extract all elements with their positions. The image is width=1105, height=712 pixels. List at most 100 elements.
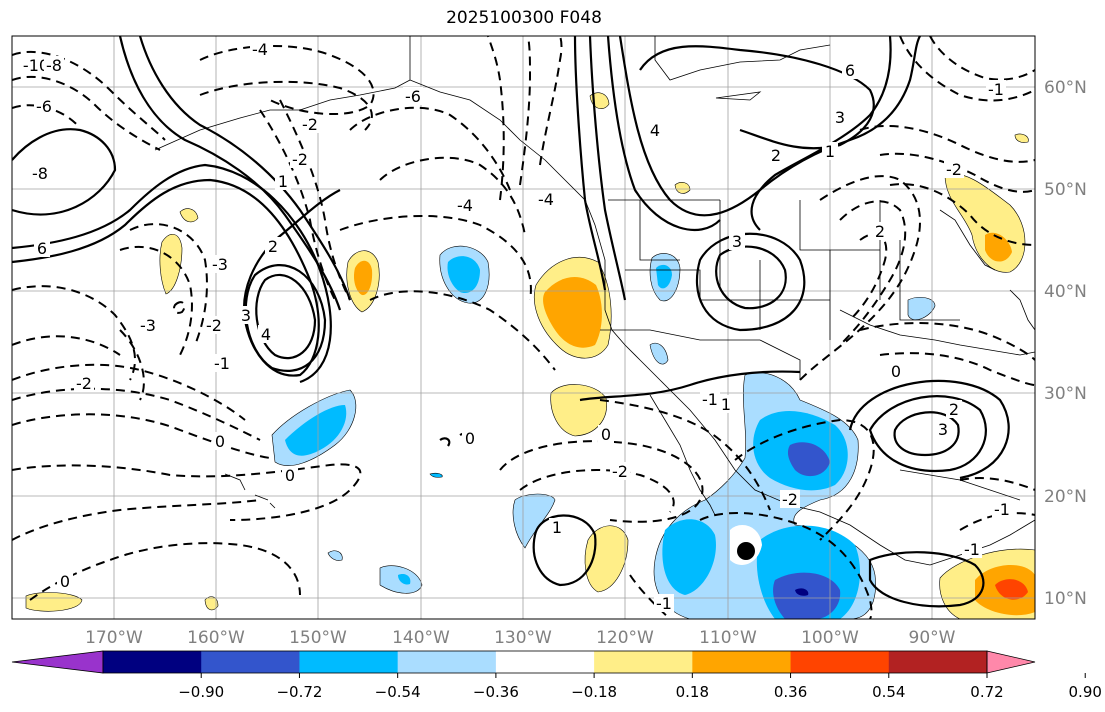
contour-label-dashed-7: -3 <box>140 316 156 335</box>
colorbar-segments <box>11 650 1036 674</box>
lon-label-130w: 130°W <box>494 628 552 648</box>
cold-anomaly-small-3 <box>327 550 343 561</box>
contour-solid-3 <box>255 273 317 360</box>
contour-label-solid-2: 3 <box>835 108 845 127</box>
contour-label-solid-0: 6 <box>845 61 855 80</box>
coast-canada-north <box>654 36 831 81</box>
contour-label-dashed-11: -2 <box>76 374 92 393</box>
cold-anomaly-hawaii-core <box>285 405 347 456</box>
contour-label-solid-5: 3 <box>732 232 742 251</box>
contour-label-solid-3: 2 <box>771 146 781 165</box>
shaded-fields <box>25 92 1035 619</box>
warm-anomaly-small-2 <box>204 596 219 611</box>
colorbar-segment <box>299 651 399 673</box>
lat-label-10n: 10°N <box>1044 589 1087 609</box>
map-frame <box>11 35 1036 620</box>
colorbar-segment <box>201 651 300 673</box>
contour-dashed-35 <box>879 352 1035 386</box>
lat-label-20n: 20°N <box>1044 487 1087 507</box>
warm-anomaly-westpac <box>159 234 183 295</box>
contour-dashed-25 <box>487 36 505 201</box>
cold-anomaly-mexico-peak <box>787 442 830 477</box>
contour-solid-4 <box>244 264 327 372</box>
colorbar-segment <box>888 651 988 673</box>
contour-dashed-5 <box>199 80 373 131</box>
contour-label-solid-13: 1 <box>552 518 562 537</box>
contour-dashed-17 <box>12 285 136 381</box>
contour-dashed-9 <box>379 156 526 236</box>
contour-dashed-43 <box>959 512 1035 531</box>
coast-baja <box>649 394 716 516</box>
contour-solid-7 <box>138 36 352 301</box>
contour-solid-10 <box>715 245 787 310</box>
contour-dashed-37 <box>519 469 675 513</box>
lon-label-90w: 90°W <box>909 628 956 648</box>
contour-dashed-21 <box>12 499 261 541</box>
contour-solid-17 <box>848 379 1010 480</box>
contour-dashed-2 <box>12 75 161 151</box>
contour-label-dashed-15: -1 <box>702 390 718 409</box>
contour-label-dashed-0: -10 <box>23 56 49 75</box>
colorbar-tick-label: 0.90 <box>1069 683 1102 701</box>
colorbar-tick-label: 0.36 <box>774 683 807 701</box>
contour-solid-12 <box>618 36 921 217</box>
contour-label-group: 6 4 3 2 1 3 2 1 3 4 6 3 2 1 2 1 0 -10 -8… <box>23 40 1012 613</box>
contour-dashed-41 <box>629 574 671 619</box>
contour-dashed-38 <box>599 399 771 511</box>
contour-label-dashed-12: -3 <box>212 255 228 274</box>
coast-northamerica-pacific <box>409 36 1035 566</box>
cold-anomaly-small-4 <box>429 472 443 478</box>
contour-label-dashed-22: -2 <box>946 160 962 179</box>
contour-dashed-24 <box>519 36 532 186</box>
colorbar-tick-labels: −0.90 −0.72 −0.54 −0.36 −0.18 0.18 0.36 0.54 0.7… <box>178 673 1102 701</box>
coast-alaska-south <box>299 79 411 111</box>
contour-label-dashed-14: -2 <box>302 115 318 134</box>
colorbar-tick-label: −0.18 <box>571 683 617 701</box>
coast-aleutians <box>154 109 300 151</box>
contour-label-dashed-2: -6 <box>36 97 52 116</box>
contour-label-solid-14: 2 <box>875 222 885 241</box>
contour-solid-2 <box>12 163 332 384</box>
colorbar-frame <box>102 650 988 674</box>
warm-anomaly-caribbean-peak <box>995 579 1028 600</box>
contour-dashed-13 <box>119 245 193 356</box>
contour-dashed-40 <box>699 512 873 619</box>
colorbar-segment <box>397 651 497 673</box>
lon-label-150w: 150°W <box>289 628 347 648</box>
warm-anomaly-westcoast-core <box>543 276 602 348</box>
contour-label-dashed-17: 0 <box>285 466 295 485</box>
colorbar-extend-high <box>986 650 1036 674</box>
contour-solid-9 <box>606 36 721 232</box>
colorbar-tick-label: 0.72 <box>970 683 1003 701</box>
contour-dashed-7 <box>279 99 351 301</box>
dashed-contours <box>12 36 1035 619</box>
cold-anomaly-small-2-core <box>398 574 411 585</box>
contour-label-solid-11: 3 <box>938 420 948 439</box>
lat-label-60n: 60°N <box>1044 78 1087 98</box>
contour-solid-15 <box>868 395 987 472</box>
lon-label-140w: 140°W <box>392 628 450 648</box>
contour-label-solid-7: 1 <box>278 172 288 191</box>
contour-dashed-6 <box>259 109 336 301</box>
contour-label-dashed-3: -4 <box>252 40 268 59</box>
lon-label-110w: 110°W <box>699 628 757 648</box>
contour-dashed-8 <box>349 106 511 191</box>
lat-label-30n: 30°N <box>1044 384 1087 404</box>
contour-label-dashed-9: -4 <box>538 190 554 209</box>
contour-dashed-14 <box>12 363 246 421</box>
colorbar-segment <box>790 651 890 673</box>
contour-label-dashed-20: -1 <box>656 594 672 613</box>
contour-label-dashed-8: -2 <box>206 316 222 335</box>
colorbar-extend-low <box>11 650 104 674</box>
warm-anomaly-greatlakes-core <box>985 232 1012 262</box>
storm-center-marker <box>737 542 755 560</box>
warm-anomaly-small-3 <box>1014 133 1029 143</box>
lat-label-50n: 50°N <box>1044 180 1087 200</box>
contour-label-solid-12: 2 <box>949 400 959 419</box>
contour-label-solid-15: 1 <box>721 395 731 414</box>
warm-anomaly-small-1 <box>179 208 199 223</box>
contour-solid-6 <box>118 36 342 311</box>
contour-label-dashed-25: -1 <box>994 500 1010 519</box>
contour-label-solid-4: 1 <box>825 142 835 161</box>
